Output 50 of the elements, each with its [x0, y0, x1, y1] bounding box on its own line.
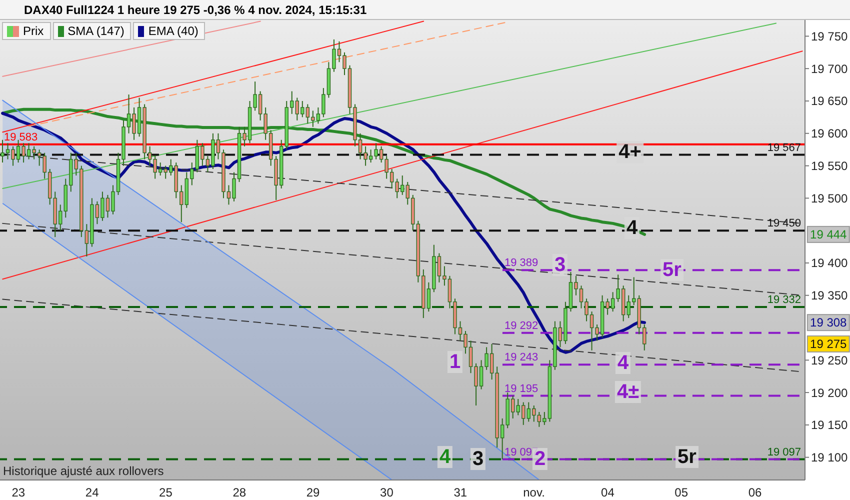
y-tick-label: 19 150: [811, 418, 848, 432]
ref-line-label: 19 332: [767, 294, 801, 306]
x-tick-label: 28: [232, 486, 246, 500]
ref-line-label: 19 097: [767, 446, 801, 458]
y-tick-label: 19 650: [811, 94, 848, 108]
legend-label: Prix: [2, 22, 51, 40]
y-tick-label: 19 250: [811, 353, 848, 368]
annotation: 4: [615, 352, 631, 374]
y-tick-label: 19 700: [811, 62, 848, 76]
x-tick-label: 25: [159, 486, 173, 500]
ref-line-label: 19 567: [767, 142, 801, 154]
annotation: Historique ajusté aux rollovers: [3, 464, 164, 478]
y-tick-label: 19 750: [811, 29, 848, 44]
annotation: 19 275: [810, 336, 848, 351]
annotation: 3: [470, 448, 486, 470]
y-tick-label: 19 350: [811, 288, 848, 303]
x-tick-label: 30: [380, 486, 394, 500]
ref-line-label: 19 243: [504, 352, 538, 364]
y-tick-label: 19 100: [811, 450, 848, 465]
legend-label: SMA (147): [52, 22, 132, 40]
legend-label: EMA (40): [133, 22, 206, 40]
x-tick-label: 31: [454, 486, 468, 500]
annotation: 19 444: [810, 227, 848, 242]
x-tick-label: 29: [306, 486, 320, 500]
x-tick-label: 05: [674, 486, 688, 500]
ref-line-label: 19 389: [504, 257, 538, 270]
annotation: 5r: [676, 446, 698, 468]
y-tick-label: 19 400: [811, 256, 848, 270]
annotation: 4±: [614, 381, 642, 403]
y-tick-label: 19 550: [811, 159, 848, 174]
y-tick-label: 19 500: [811, 191, 848, 206]
annotation: 1: [447, 351, 463, 373]
x-tick-label: 24: [85, 486, 100, 500]
annotation: 4+: [616, 141, 644, 163]
y-tick-label: 19 600: [811, 126, 848, 141]
chart-title: DAX40 Full1224 1 heure 19 275 -0,36 % 4 nov. 2024, 15:15:31: [0, 0, 850, 20]
ref-line-label: 19 292: [504, 320, 538, 332]
ref-line-label: 19 097: [504, 446, 538, 458]
y-tick-label: 19 200: [811, 386, 848, 400]
x-tick-label: 06: [748, 486, 762, 500]
ref-line-label: 19 195: [504, 382, 538, 395]
annotation: 19 308: [810, 316, 848, 330]
x-tick-label: 04: [601, 486, 615, 500]
annotation: 3: [552, 254, 568, 276]
ref-line-label: 19 583: [4, 131, 38, 144]
annotation: 4: [437, 446, 453, 468]
x-tick-label: nov.: [523, 486, 545, 500]
annotation: 5r: [660, 259, 684, 281]
annotation: 4: [624, 217, 640, 239]
x-tick-label: 23: [12, 486, 26, 500]
